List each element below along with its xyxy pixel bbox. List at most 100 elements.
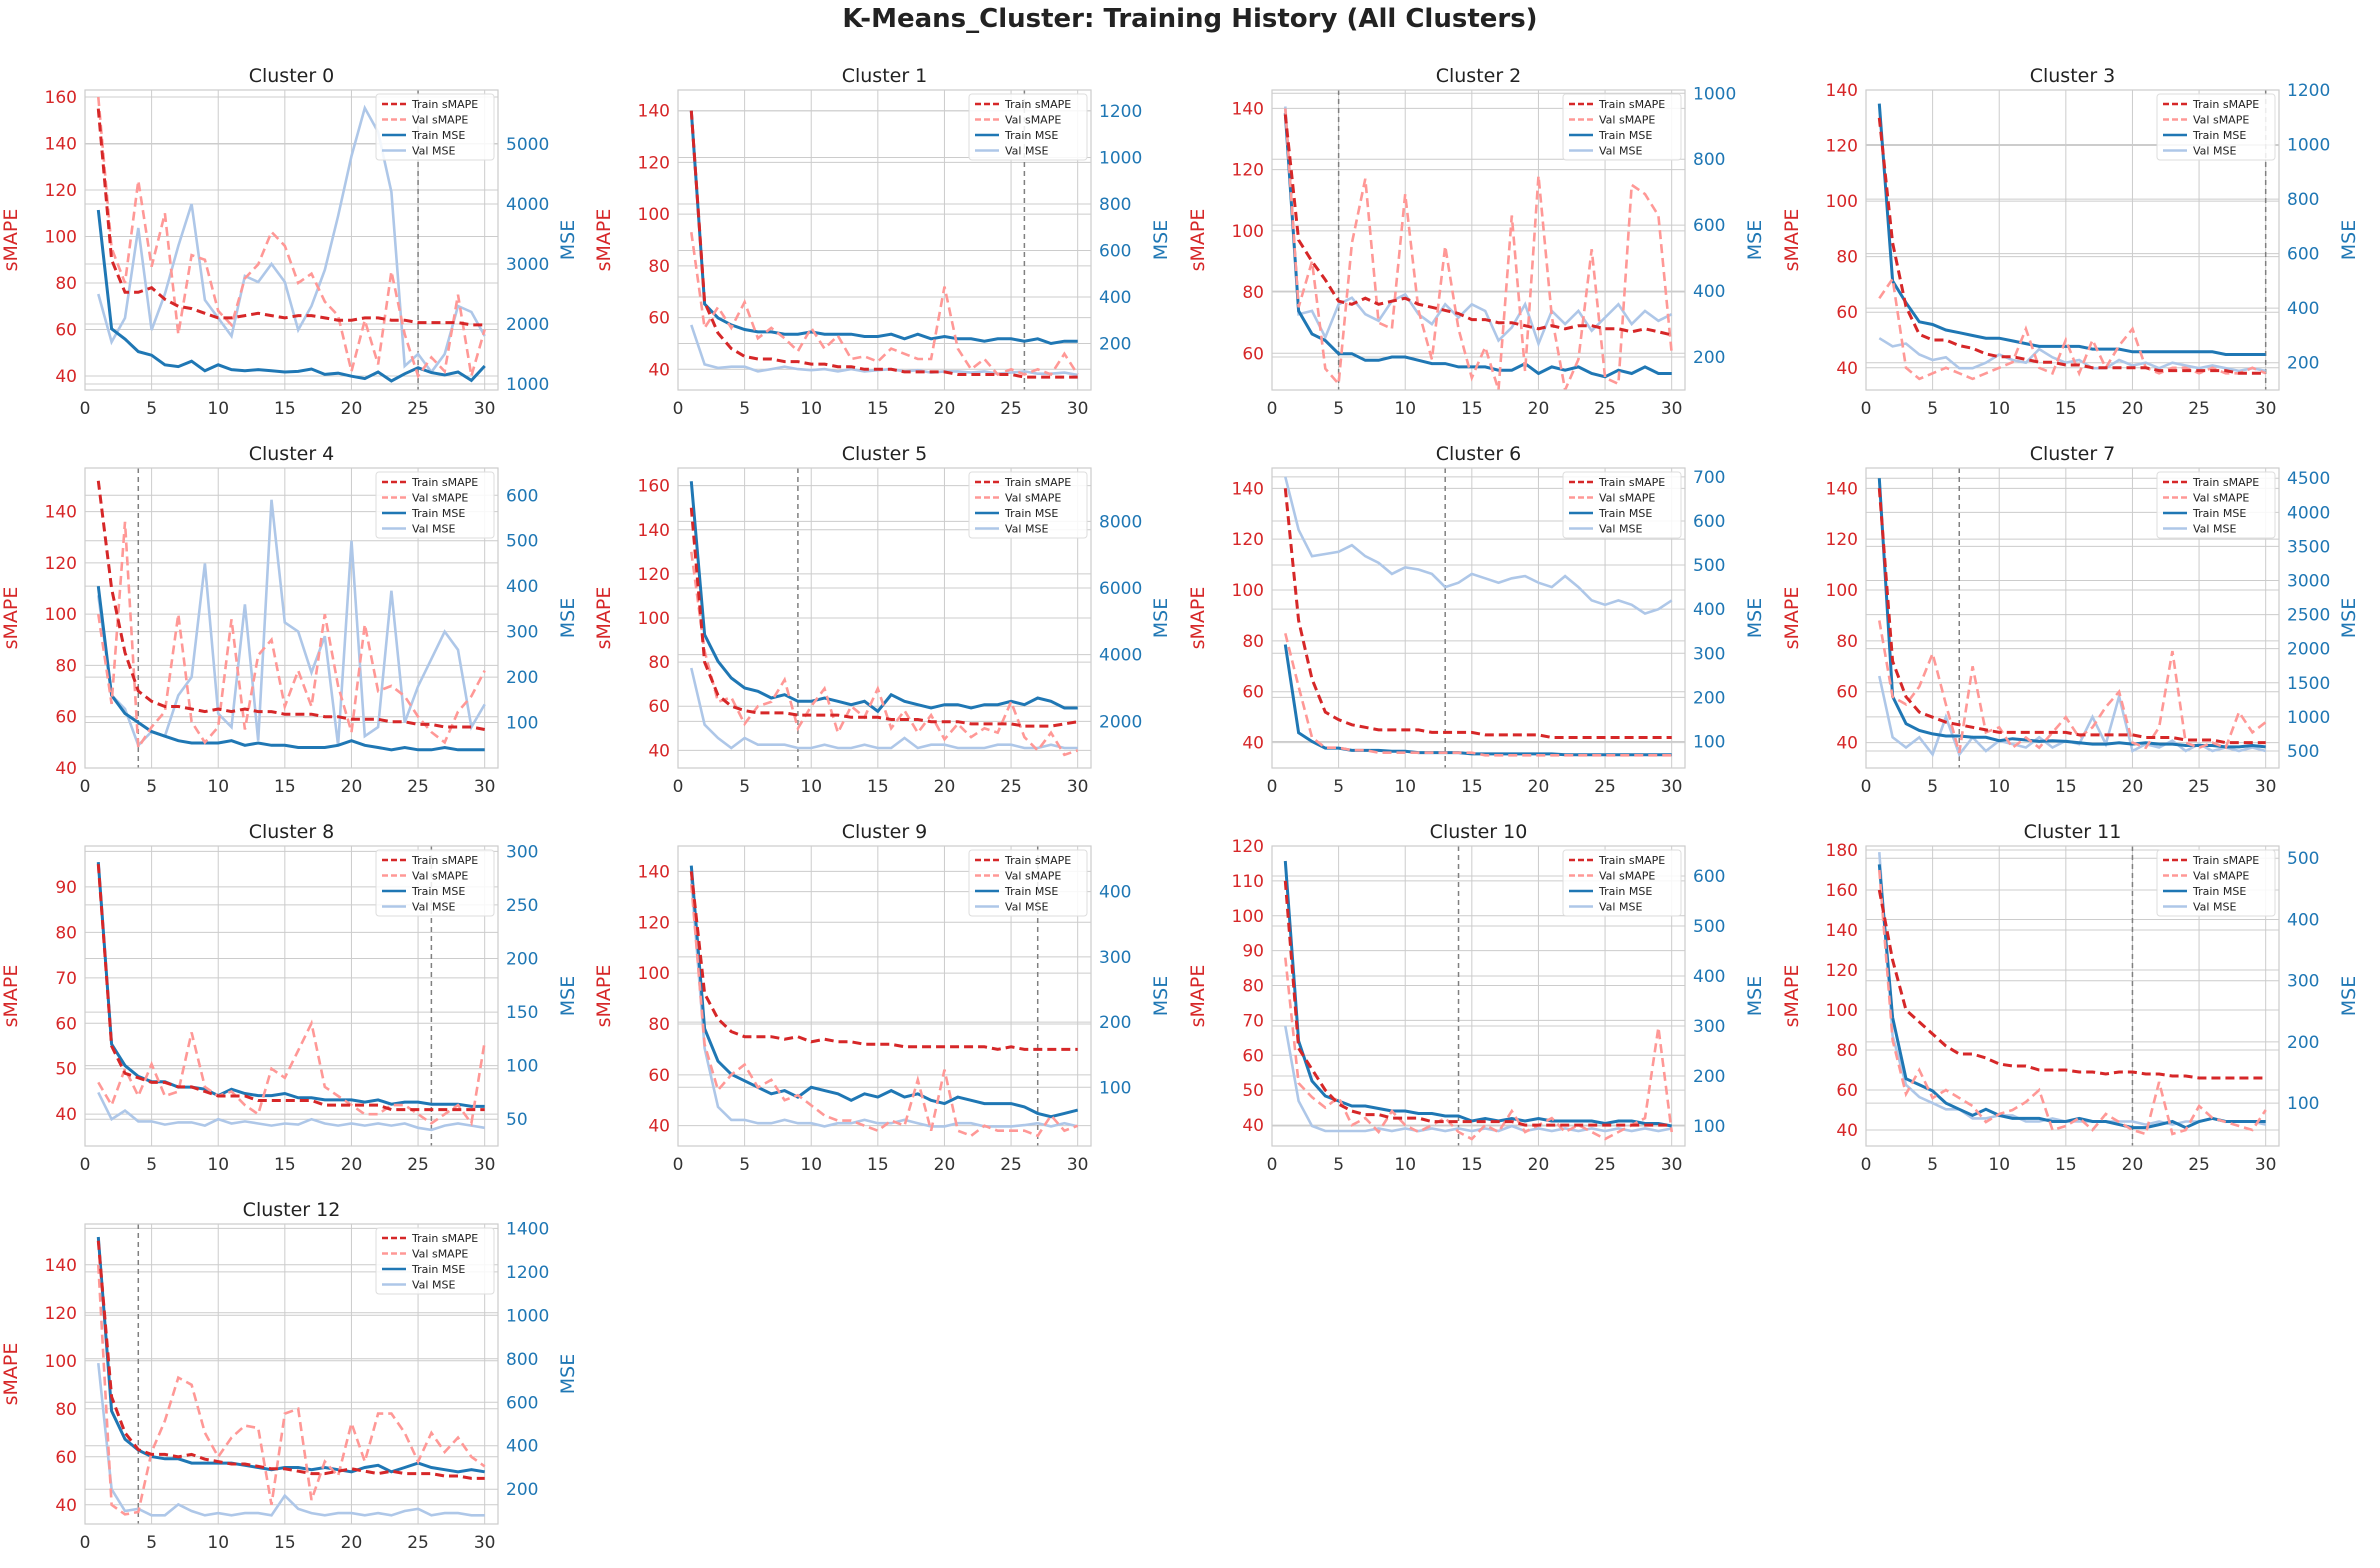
y2-tick-label: 400 bbox=[1099, 883, 1131, 903]
y-tick-label: 100 bbox=[45, 605, 77, 625]
legend-label: Train MSE bbox=[411, 1263, 465, 1276]
legend: Train sMAPE Val sMAPE Train MSE Val MSE bbox=[375, 849, 495, 917]
x-tick-label: 10 bbox=[800, 1155, 822, 1175]
legend-label: Val sMAPE bbox=[2193, 870, 2249, 883]
subplot-title: Cluster 1 bbox=[842, 65, 928, 87]
x-tick-label: 10 bbox=[1394, 399, 1416, 419]
legend-label: Train sMAPE bbox=[1598, 476, 1665, 489]
x-tick-label: 0 bbox=[1267, 399, 1278, 419]
legend-label: Train MSE bbox=[2192, 885, 2246, 898]
legend-label: Train sMAPE bbox=[1004, 98, 1071, 111]
y2-tick-label: 500 bbox=[2287, 849, 2319, 869]
legend-label: Val sMAPE bbox=[412, 114, 468, 127]
y2-tick-label: 300 bbox=[506, 623, 538, 643]
subplot-title: Cluster 8 bbox=[249, 821, 335, 843]
x-tick-label: 30 bbox=[474, 1533, 496, 1553]
x-tick-label: 30 bbox=[2255, 1155, 2277, 1175]
y-tick-label: 160 bbox=[1826, 881, 1858, 901]
y-tick-label: 80 bbox=[648, 1015, 670, 1035]
series-train-mse bbox=[1877, 864, 2266, 1130]
x-tick-label: 0 bbox=[673, 1155, 684, 1175]
y-tick-label: 140 bbox=[1826, 81, 1858, 101]
y-tick-label: 100 bbox=[638, 205, 670, 225]
y2-tick-label: 1500 bbox=[2287, 674, 2330, 694]
x-tick-label: 15 bbox=[274, 399, 296, 419]
y-tick-label: 80 bbox=[55, 1400, 77, 1420]
y-axis-label: sMAPE bbox=[0, 1343, 22, 1406]
y2-tick-label: 600 bbox=[1099, 241, 1131, 261]
y-tick-label: 60 bbox=[1836, 303, 1858, 323]
x-tick-label: 5 bbox=[1333, 1155, 1344, 1175]
y-tick-label: 100 bbox=[1232, 581, 1264, 601]
y-tick-label: 100 bbox=[45, 228, 77, 248]
y-tick-label: 100 bbox=[1232, 222, 1264, 242]
x-tick-label: 25 bbox=[407, 777, 429, 797]
subplot-title: Cluster 6 bbox=[1436, 443, 1522, 465]
y2-axis-label: MSE bbox=[1744, 598, 1766, 638]
y-axis-label: sMAPE bbox=[1781, 587, 1803, 650]
y2-tick-label: 1200 bbox=[2287, 81, 2330, 101]
y2-tick-label: 2000 bbox=[2287, 640, 2330, 660]
legend-label: Train sMAPE bbox=[411, 476, 478, 489]
x-tick-label: 10 bbox=[1988, 399, 2010, 419]
y2-tick-label: 4000 bbox=[506, 195, 549, 215]
x-tick-label: 5 bbox=[1927, 777, 1938, 797]
y2-tick-label: 3000 bbox=[2287, 572, 2330, 592]
y2-axis-label: MSE bbox=[2338, 976, 2360, 1016]
legend: Train sMAPE Val sMAPE Train MSE Val MSE bbox=[968, 849, 1088, 917]
y2-tick-label: 600 bbox=[1693, 216, 1725, 236]
series-val-smape bbox=[97, 1019, 486, 1127]
x-tick-label: 20 bbox=[2122, 1155, 2144, 1175]
y-tick-label: 40 bbox=[1242, 1116, 1264, 1136]
y-tick-label: 60 bbox=[55, 1448, 77, 1468]
y2-tick-label: 200 bbox=[506, 1480, 538, 1500]
x-tick-label: 20 bbox=[1528, 1155, 1550, 1175]
x-tick-label: 0 bbox=[673, 777, 684, 797]
x-tick-label: 25 bbox=[407, 1155, 429, 1175]
x-tick-label: 10 bbox=[800, 777, 822, 797]
y-tick-label: 80 bbox=[1836, 1041, 1858, 1061]
x-tick-label: 15 bbox=[274, 777, 296, 797]
series-val-smape bbox=[97, 96, 486, 379]
x-tick-label: 15 bbox=[274, 1155, 296, 1175]
legend-label: Train MSE bbox=[411, 885, 465, 898]
subplot-cluster-6: 0 5 10 15 20 25 30 40 60 80 100 120 140 100 200 300 400 5… bbox=[1187, 443, 1766, 797]
x-tick-label: 10 bbox=[1988, 777, 2010, 797]
x-tick-label: 10 bbox=[207, 777, 229, 797]
y2-tick-label: 100 bbox=[1693, 1117, 1725, 1137]
y-tick-label: 50 bbox=[1242, 1081, 1264, 1101]
y2-tick-label: 100 bbox=[506, 714, 538, 734]
subplot-cluster-12: 0 5 10 15 20 25 30 40 60 80 100 120 140 200 400 600 800 1… bbox=[0, 1199, 579, 1553]
y-tick-label: 80 bbox=[648, 257, 670, 277]
series-train-mse bbox=[689, 110, 1078, 346]
y2-tick-label: 300 bbox=[2287, 972, 2319, 992]
y-tick-label: 60 bbox=[648, 309, 670, 329]
y2-tick-label: 200 bbox=[2287, 354, 2319, 374]
legend-box bbox=[1562, 93, 1682, 161]
y2-tick-label: 800 bbox=[2287, 190, 2319, 210]
legend-label: Train MSE bbox=[1598, 129, 1652, 142]
series-train-smape bbox=[689, 871, 1078, 1051]
legend-label: Train sMAPE bbox=[1004, 476, 1071, 489]
legend-label: Train MSE bbox=[2192, 129, 2246, 142]
x-tick-label: 0 bbox=[1861, 777, 1872, 797]
legend-label: Val MSE bbox=[412, 901, 455, 914]
x-tick-label: 20 bbox=[2122, 777, 2144, 797]
y2-tick-label: 200 bbox=[2287, 1033, 2319, 1053]
x-tick-label: 30 bbox=[1067, 1155, 1089, 1175]
plot-frame bbox=[1271, 89, 1686, 391]
x-tick-label: 20 bbox=[934, 399, 956, 419]
y-tick-label: 140 bbox=[1232, 99, 1264, 119]
y-tick-label: 110 bbox=[1232, 872, 1264, 892]
series-val-smape bbox=[1284, 632, 1672, 757]
y2-tick-label: 600 bbox=[2287, 245, 2319, 265]
legend-label: Train sMAPE bbox=[411, 98, 478, 111]
y-tick-label: 100 bbox=[45, 1352, 77, 1372]
plot-frame bbox=[1271, 467, 1686, 769]
x-tick-label: 10 bbox=[207, 399, 229, 419]
subplot-cluster-0: 0 5 10 15 20 25 30 40 60 80 100 120 140 160 1000 2000 30… bbox=[0, 65, 579, 419]
y2-tick-label: 100 bbox=[1099, 1078, 1131, 1098]
y2-tick-label: 200 bbox=[1693, 688, 1725, 708]
legend-label: Val MSE bbox=[1599, 145, 1642, 158]
y-tick-label: 120 bbox=[45, 181, 77, 201]
